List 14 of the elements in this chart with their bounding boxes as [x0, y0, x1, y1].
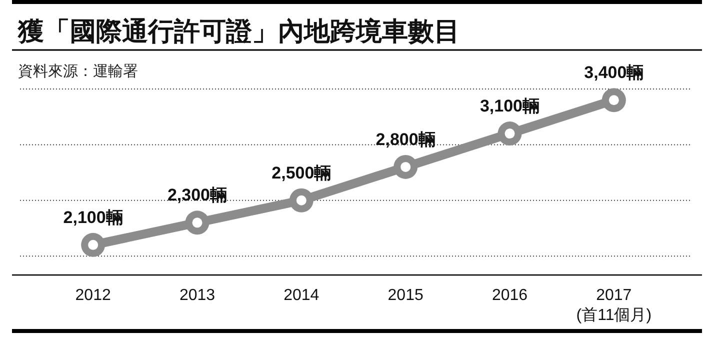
data-label: 2,100輛 — [63, 208, 123, 227]
data-label: 3,100輛 — [480, 96, 540, 116]
data-label: 3,400輛 — [584, 63, 644, 82]
data-label: 2,500輛 — [272, 163, 332, 182]
x-tick-label: 2014 — [284, 287, 320, 304]
x-tick-label: 2017 (首11個月) — [576, 287, 652, 324]
data-label: 2,300輛 — [167, 186, 228, 205]
x-tick-label: 2012 — [75, 287, 111, 304]
x-tick-label: 2015 — [388, 287, 424, 304]
x-tick-label: 2016 — [492, 287, 528, 304]
data-label: 2,800輛 — [376, 130, 436, 149]
chart-title: 獲「國際通行許可證」內地跨境車數目 — [17, 17, 460, 46]
source-note: 資料來源：運輸署 — [18, 63, 138, 80]
x-tick-label: 2013 — [179, 287, 216, 304]
